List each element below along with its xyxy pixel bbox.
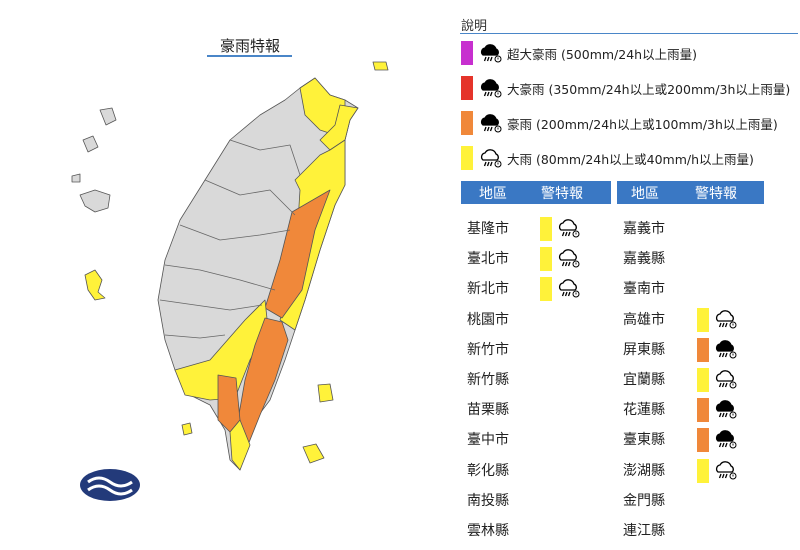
legend-swatch <box>461 76 473 100</box>
legend-item: 大豪雨 (350mm/24h以上或200mm/3h以上雨量) <box>461 76 790 100</box>
legend-divider <box>460 33 798 34</box>
region-name: 連江縣 <box>623 523 665 539</box>
legend-item: 豪雨 (200mm/24h以上或100mm/3h以上雨量) <box>461 111 778 135</box>
legend-swatch <box>461 146 473 170</box>
region-name: 基隆市 <box>467 221 509 237</box>
cwa-logo <box>80 469 140 501</box>
region-name: 宜蘭縣 <box>623 372 665 388</box>
legend-swatch <box>461 111 473 135</box>
region-name: 彰化縣 <box>467 462 509 479</box>
filled-rain-cloud-icon <box>479 112 503 134</box>
region-taitung-torrential <box>237 317 289 446</box>
region-name: 澎湖縣 <box>623 462 665 479</box>
outline-rain-cloud-icon <box>557 217 581 239</box>
outline-rain-cloud-icon <box>557 277 581 299</box>
header-region: 地區 <box>631 185 659 202</box>
header-region: 地區 <box>479 185 507 202</box>
warning-level-swatch <box>697 337 709 362</box>
filled-rain-cloud-icon <box>479 42 503 64</box>
warning-level-swatch <box>540 277 552 302</box>
region-name: 花蓮縣 <box>623 402 665 419</box>
turtle-island <box>372 61 389 71</box>
region-name: 高雄市 <box>623 311 665 328</box>
region-name: 桃園市 <box>467 311 509 328</box>
warning-level-swatch <box>540 217 552 241</box>
region-name: 臺中市 <box>467 432 509 449</box>
region-name: 屏東縣 <box>623 341 665 358</box>
taiwan-warning-map <box>71 61 389 501</box>
outline-rain-cloud-icon <box>479 147 503 169</box>
small-island <box>71 173 81 183</box>
warning-level-swatch <box>540 247 552 272</box>
table-header-left: 地區 警特報 <box>461 181 611 204</box>
warning-level-swatch <box>697 307 709 332</box>
legend-swatch <box>461 41 473 65</box>
legend-title: 說明 <box>461 19 488 34</box>
outline-rain-cloud-icon <box>714 308 738 330</box>
warning-level-swatch <box>697 368 709 392</box>
table-header-right: 地區 警特報 <box>617 181 764 204</box>
region-name: 臺東縣 <box>623 432 665 449</box>
outline-rain-cloud-icon <box>714 459 738 481</box>
liuqiu-island <box>181 422 193 436</box>
filled-rain-cloud-icon <box>714 338 738 360</box>
orchid-island <box>302 443 325 464</box>
matsu-island-1 <box>99 107 117 126</box>
warning-level-swatch <box>697 458 709 483</box>
legend-label: 豪雨 (200mm/24h以上或100mm/3h以上雨量) <box>507 116 778 132</box>
warning-level-swatch <box>697 398 709 423</box>
region-name: 新北市 <box>467 281 509 298</box>
region-name: 雲林縣 <box>467 523 509 539</box>
region-name: 嘉義市 <box>623 221 665 237</box>
matsu-island-2 <box>82 135 99 153</box>
region-name: 苗栗縣 <box>467 402 509 419</box>
kinmen-island <box>79 189 111 213</box>
warning-level-swatch <box>697 428 709 453</box>
region-name: 臺南市 <box>623 281 665 298</box>
outline-rain-cloud-icon <box>557 247 581 269</box>
region-south-tip-heavy-rain <box>229 419 251 471</box>
legend-item: 大雨 (80mm/24h以上或40mm/h以上雨量) <box>461 146 754 170</box>
filled-rain-cloud-icon <box>714 428 738 450</box>
filled-rain-cloud-icon <box>714 398 738 420</box>
title-underline <box>207 55 292 57</box>
green-island <box>317 383 334 403</box>
region-name: 新竹市 <box>467 341 509 358</box>
outline-rain-cloud-icon <box>714 368 738 390</box>
region-hualien-torrential <box>264 189 331 319</box>
region-name: 新竹縣 <box>467 372 509 388</box>
region-name: 南投縣 <box>467 492 509 509</box>
legend-label: 大豪雨 (350mm/24h以上或200mm/3h以上雨量) <box>507 81 791 97</box>
region-name: 金門縣 <box>623 492 665 509</box>
legend-label: 大雨 (80mm/24h以上或40mm/h以上雨量) <box>507 151 754 167</box>
region-name: 嘉義縣 <box>623 251 665 268</box>
legend-item: 超大豪雨 (500mm/24h以上雨量) <box>461 41 697 65</box>
header-warning: 警特報 <box>541 185 583 202</box>
region-name: 臺北市 <box>467 251 509 268</box>
header-warning: 警特報 <box>695 185 737 202</box>
legend-label: 超大豪雨 (500mm/24h以上雨量) <box>507 46 697 62</box>
filled-rain-cloud-icon <box>479 77 503 99</box>
map-title: 豪雨特報 <box>219 37 280 55</box>
penghu-islands <box>84 269 106 301</box>
